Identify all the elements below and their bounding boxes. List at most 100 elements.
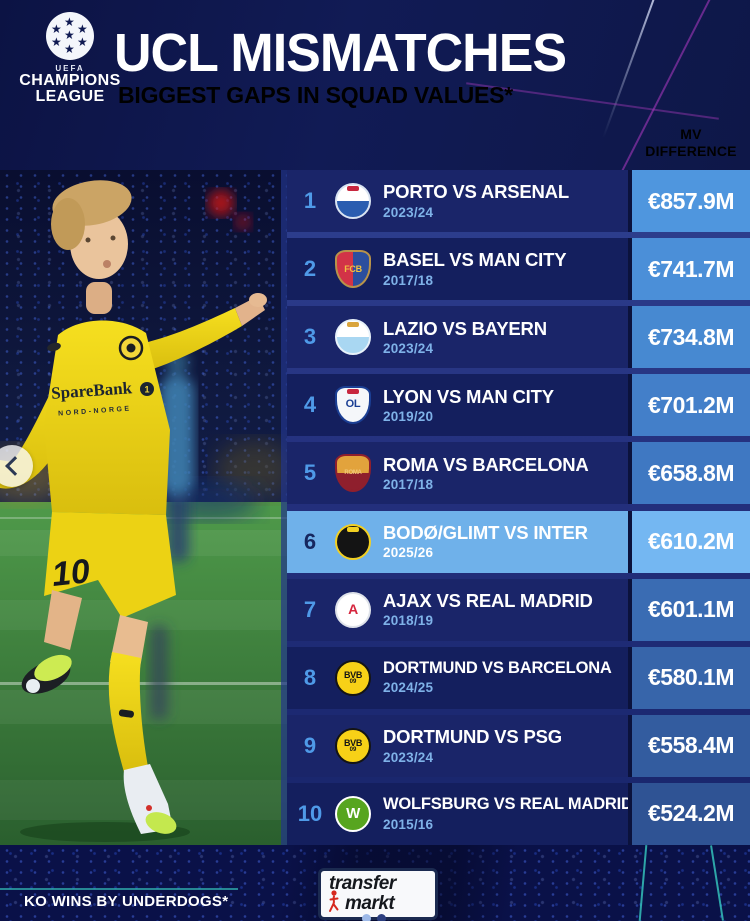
transfermarkt-runner-icon <box>329 890 339 912</box>
mv-difference-value: €558.4M <box>632 714 750 777</box>
mv-difference-value: €580.1M <box>632 646 750 709</box>
rank-number: 9 <box>303 732 317 758</box>
league-wordmark: LEAGUE <box>35 88 105 106</box>
season-label: 2025/26 <box>383 545 434 561</box>
table-row: 1 PORTO VS ARSENAL 2023/24 €857.9M <box>287 170 750 232</box>
season-label: 2023/24 <box>383 749 434 765</box>
mv-difference-text: €558.4M <box>647 732 735 759</box>
crest-label: ROMA <box>344 469 362 476</box>
mismatch-table: 1 PORTO VS ARSENAL 2023/24 €857.9M 2 FCB BASEL… <box>287 170 750 845</box>
player-illustration: SpareBank 1 NORD-NORGE 10 <box>0 170 287 845</box>
mv-difference-value: €524.2M <box>632 782 750 845</box>
table-row: 3 LAZIO VS BAYERN 2023/24 €734.8M <box>287 306 750 369</box>
player-figure: SpareBank 1 NORD-NORGE 10 <box>0 180 267 834</box>
rank-number: 10 <box>297 800 323 826</box>
ajax-crest-icon: A <box>335 591 371 628</box>
match-labels: LYON VS MAN CITY 2019/20 <box>383 385 554 425</box>
table-row: 6 BODØ/GLIMT VS INTER 2025/26 €610.2M <box>287 510 750 573</box>
rank-number: 5 <box>303 460 317 486</box>
mv-difference-text: €734.8M <box>647 323 735 350</box>
match-name: ROMA VS BARCELONA <box>383 453 589 475</box>
mv-difference-text: €658.8M <box>647 459 735 486</box>
cyan-line <box>638 845 648 921</box>
match-name: AJAX VS REAL MADRID <box>383 589 593 611</box>
crest-sublabel: 09 <box>349 746 357 753</box>
mv-difference-text: €741.7M <box>647 255 735 282</box>
season-label: 2018/19 <box>383 613 434 629</box>
mv-difference-value: €857.9M <box>632 170 750 232</box>
table-row: 10 W WOLFSBURG VS REAL MADRID 2015/16 €524.2… <box>287 782 750 845</box>
crest-label: BVB <box>343 669 363 680</box>
header: ★ ★ ★ ★ ★ ★ ★ UEFA CHAMPIONS LEAGUE UCL … <box>0 0 750 175</box>
footer: KO WINS BY UNDERDOGS* transfer markt <box>0 845 750 921</box>
starball-icon: ★ ★ ★ ★ ★ ★ ★ <box>46 12 94 60</box>
match-name: PORTO VS ARSENAL <box>383 181 569 203</box>
shirt-number: 10 <box>50 552 92 594</box>
cell-divider <box>628 578 632 641</box>
lazio-crest-icon <box>335 319 371 356</box>
dortmund-crest-icon: BVB 09 <box>335 727 371 764</box>
match-cell: 3 LAZIO VS BAYERN 2023/24 <box>287 306 628 369</box>
mv-difference-text: €580.1M <box>647 664 735 691</box>
shirt-sponsor-mark: 1 <box>144 385 149 395</box>
match-cell: 4 OL LYON VS MAN CITY 2019/20 <box>287 374 628 437</box>
mv-difference-text: €524.2M <box>647 800 735 827</box>
lyon-crest-icon: OL <box>335 386 371 425</box>
chevron-left-icon <box>5 456 25 476</box>
cell-divider <box>628 510 632 573</box>
crest-accent <box>347 526 359 532</box>
dortmund-crest-icon: BVB 09 <box>335 659 371 696</box>
rank-number: 7 <box>303 596 317 622</box>
season-label: 2015/16 <box>383 816 434 832</box>
table-row: 4 OL LYON VS MAN CITY 2019/20 €701.2M <box>287 374 750 437</box>
match-name: DORTMUND VS BARCELONA <box>383 659 612 678</box>
match-name: BODØ/GLIMT VS INTER <box>383 521 588 543</box>
match-cell: 9 BVB 09 DORTMUND VS PSG 2023/24 <box>287 714 628 777</box>
transfermarkt-wordmark-bottom: markt <box>345 893 395 914</box>
mv-difference-text: €601.1M <box>647 596 735 623</box>
mv-difference-value: €658.8M <box>632 442 750 505</box>
match-cell: 1 PORTO VS ARSENAL 2023/24 <box>287 170 628 232</box>
season-label: 2019/20 <box>383 409 434 425</box>
mv-difference-value: €741.7M <box>632 238 750 301</box>
season-label: 2023/24 <box>383 204 434 220</box>
mv-difference-text: €701.2M <box>647 391 735 418</box>
mv-difference-value: €601.1M <box>632 578 750 641</box>
crest-accent <box>347 389 359 395</box>
cell-divider <box>628 170 632 232</box>
carousel-page-dot[interactable] <box>377 914 386 921</box>
cyan-line <box>0 888 238 890</box>
crest-label: W <box>346 805 360 823</box>
rank-number: 6 <box>303 528 317 554</box>
page-title: UCL MISMATCHES <box>114 23 567 84</box>
match-labels: WOLFSBURG VS REAL MADRID 2015/16 <box>383 796 633 832</box>
page-subtitle: BIGGEST GAPS IN SQUAD VALUES* <box>118 82 514 108</box>
table-row: 7 A AJAX VS REAL MADRID 2018/19 €601.1M <box>287 578 750 641</box>
footnote: KO WINS BY UNDERDOGS* <box>24 893 229 910</box>
carousel-previous-button[interactable] <box>0 445 33 487</box>
rank-number: 8 <box>303 664 317 690</box>
match-labels: PORTO VS ARSENAL 2023/24 <box>383 181 569 220</box>
match-name: LYON VS MAN CITY <box>383 385 554 407</box>
match-labels: BASEL VS MAN CITY 2017/18 <box>383 250 567 288</box>
wolfsburg-crest-icon: W <box>335 795 371 832</box>
carousel-page-dot-active[interactable] <box>362 914 371 921</box>
cyan-line <box>710 845 724 921</box>
match-cell: 10 W WOLFSBURG VS REAL MADRID 2015/16 <box>287 782 633 845</box>
table-row: 2 FCB BASEL VS MAN CITY 2017/18 €741.7M <box>287 238 750 301</box>
crest-label: BVB <box>343 737 363 748</box>
cell-divider <box>628 782 632 845</box>
cell-divider <box>628 306 632 369</box>
cell-divider <box>628 646 632 709</box>
mv-difference-column-header: MV DIFFERENCE <box>645 126 737 159</box>
transfermarkt-wordmark-top: transfer <box>329 873 396 894</box>
bodo-glimt-crest-icon <box>335 523 371 560</box>
player-photo: SpareBank 1 NORD-NORGE 10 <box>0 170 287 845</box>
season-label: 2017/18 <box>383 477 434 493</box>
mv-difference-value: €734.8M <box>632 306 750 369</box>
match-name: LAZIO VS BAYERN <box>383 317 547 339</box>
match-cell: 7 A AJAX VS REAL MADRID 2018/19 <box>287 578 628 641</box>
rank-number: 2 <box>303 256 317 282</box>
rank-number: 1 <box>303 188 317 213</box>
